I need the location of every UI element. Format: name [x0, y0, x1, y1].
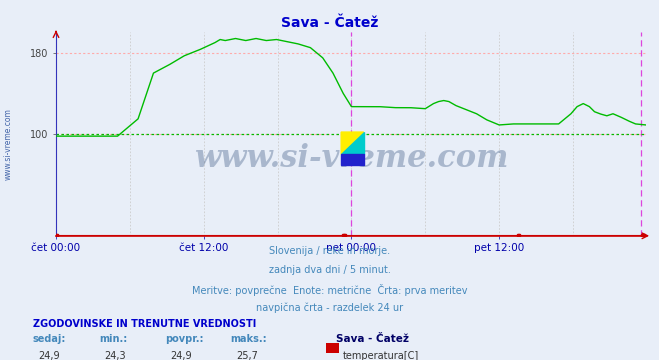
Text: www.si-vreme.com: www.si-vreme.com: [194, 143, 508, 174]
Text: www.si-vreme.com: www.si-vreme.com: [3, 108, 13, 180]
Text: Sava - Čatež: Sava - Čatež: [336, 334, 409, 344]
Text: temperatura[C]: temperatura[C]: [343, 351, 419, 360]
Text: Meritve: povprečne  Enote: metrične  Črta: prva meritev: Meritve: povprečne Enote: metrične Črta:…: [192, 284, 467, 296]
Polygon shape: [341, 132, 364, 154]
Text: 25,7: 25,7: [236, 351, 258, 360]
Text: 24,9: 24,9: [171, 351, 192, 360]
Text: povpr.:: povpr.:: [165, 334, 203, 344]
Text: ZGODOVINSKE IN TRENUTNE VREDNOSTI: ZGODOVINSKE IN TRENUTNE VREDNOSTI: [33, 319, 256, 329]
Text: 24,3: 24,3: [105, 351, 126, 360]
Text: min.:: min.:: [99, 334, 127, 344]
Text: zadnja dva dni / 5 minut.: zadnja dva dni / 5 minut.: [269, 265, 390, 275]
Text: sedaj:: sedaj:: [33, 334, 67, 344]
Text: navpična črta - razdelek 24 ur: navpična črta - razdelek 24 ur: [256, 303, 403, 313]
Text: Slovenija / reke in morje.: Slovenija / reke in morje.: [269, 246, 390, 256]
Bar: [341, 154, 364, 165]
Text: maks.:: maks.:: [231, 334, 268, 344]
Polygon shape: [341, 132, 364, 154]
Text: Sava - Čatež: Sava - Čatež: [281, 16, 378, 30]
Text: 24,9: 24,9: [39, 351, 60, 360]
